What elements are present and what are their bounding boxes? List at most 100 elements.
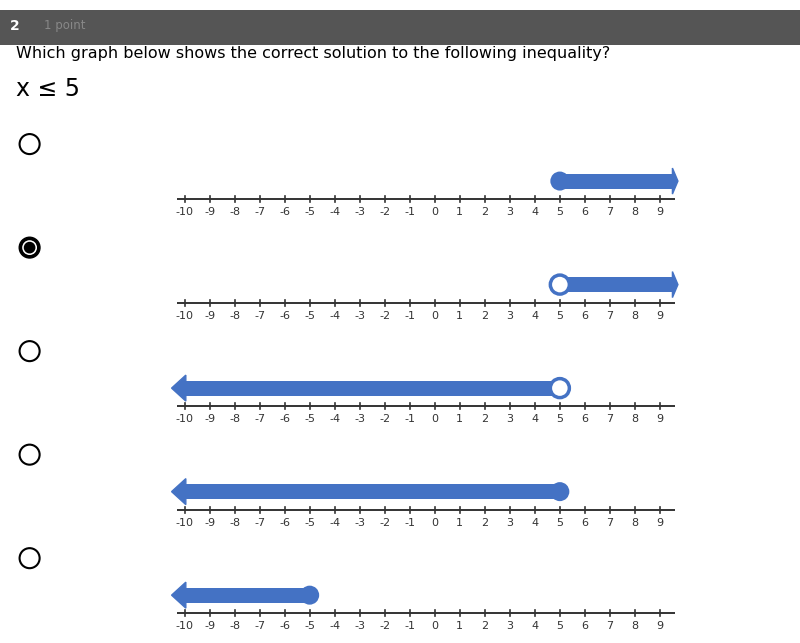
Text: -1: -1	[404, 414, 415, 424]
Text: 1: 1	[456, 518, 463, 528]
Text: -10: -10	[175, 518, 194, 528]
Text: 7: 7	[606, 518, 614, 528]
Text: -1: -1	[404, 518, 415, 528]
Text: 5: 5	[556, 621, 563, 631]
Text: 6: 6	[582, 518, 588, 528]
Text: 8: 8	[631, 414, 638, 424]
Text: -5: -5	[304, 621, 315, 631]
Text: 0: 0	[431, 311, 438, 321]
Text: -10: -10	[175, 621, 194, 631]
Text: -5: -5	[304, 518, 315, 528]
Text: 6: 6	[582, 311, 588, 321]
Bar	[560, 174, 674, 188]
Text: 6: 6	[582, 621, 588, 631]
Text: 8: 8	[631, 518, 638, 528]
Text: 1: 1	[456, 621, 463, 631]
Bar	[560, 277, 674, 292]
Text: 9: 9	[656, 311, 663, 321]
Text: -7: -7	[254, 207, 265, 217]
Polygon shape	[171, 375, 186, 401]
Text: 9: 9	[656, 518, 663, 528]
Circle shape	[19, 237, 40, 258]
Text: 5: 5	[556, 311, 563, 321]
Text: 8: 8	[631, 207, 638, 217]
Text: 7: 7	[606, 621, 614, 631]
Bar	[185, 484, 560, 499]
Text: -2: -2	[379, 207, 390, 217]
Text: 4: 4	[531, 311, 538, 321]
Text: -2: -2	[379, 621, 390, 631]
Circle shape	[19, 445, 40, 465]
Text: 0: 0	[431, 621, 438, 631]
Text: 3: 3	[506, 414, 514, 424]
Text: -10: -10	[175, 207, 194, 217]
Text: -6: -6	[279, 207, 290, 217]
Text: 9: 9	[656, 414, 663, 424]
Text: -5: -5	[304, 414, 315, 424]
Text: Which graph below shows the correct solution to the following inequality?: Which graph below shows the correct solu…	[16, 46, 610, 60]
Text: 4: 4	[531, 207, 538, 217]
Text: 4: 4	[531, 414, 538, 424]
Text: -1: -1	[404, 621, 415, 631]
Text: 2: 2	[482, 207, 488, 217]
Text: 2: 2	[482, 311, 488, 321]
Text: -7: -7	[254, 414, 265, 424]
Text: -2: -2	[379, 518, 390, 528]
Bar	[185, 588, 310, 602]
Circle shape	[550, 482, 570, 501]
Text: -4: -4	[329, 207, 340, 217]
Text: 3: 3	[506, 207, 514, 217]
Text: -9: -9	[204, 207, 215, 217]
Text: 6: 6	[582, 414, 588, 424]
Polygon shape	[673, 168, 678, 194]
Text: -8: -8	[229, 621, 240, 631]
Text: -1: -1	[404, 207, 415, 217]
Text: 8: 8	[631, 621, 638, 631]
Text: x ≤ 5: x ≤ 5	[16, 77, 80, 102]
Text: 1: 1	[456, 207, 463, 217]
Text: -10: -10	[175, 311, 194, 321]
Text: -3: -3	[354, 207, 366, 217]
Polygon shape	[171, 582, 186, 608]
Text: 3: 3	[506, 311, 514, 321]
Text: -9: -9	[204, 414, 215, 424]
Text: -7: -7	[254, 518, 265, 528]
Text: 2: 2	[482, 414, 488, 424]
Text: -1: -1	[404, 311, 415, 321]
Bar	[185, 381, 560, 395]
Polygon shape	[673, 271, 678, 298]
Text: 7: 7	[606, 207, 614, 217]
Text: 9: 9	[656, 621, 663, 631]
Text: 1: 1	[456, 414, 463, 424]
Circle shape	[550, 275, 570, 294]
Circle shape	[25, 242, 34, 253]
Text: -4: -4	[329, 621, 340, 631]
Text: -6: -6	[279, 414, 290, 424]
Text: 7: 7	[606, 414, 614, 424]
Text: 3: 3	[506, 621, 514, 631]
Text: 5: 5	[556, 207, 563, 217]
Text: 4: 4	[531, 518, 538, 528]
Text: -8: -8	[229, 311, 240, 321]
Text: -8: -8	[229, 518, 240, 528]
Text: -2: -2	[379, 311, 390, 321]
Text: -3: -3	[354, 518, 366, 528]
Text: 5: 5	[556, 414, 563, 424]
Text: -7: -7	[254, 621, 265, 631]
Text: -10: -10	[175, 414, 194, 424]
Text: -3: -3	[354, 621, 366, 631]
Text: -4: -4	[329, 518, 340, 528]
Circle shape	[23, 241, 36, 255]
Text: -6: -6	[279, 518, 290, 528]
Text: 0: 0	[431, 414, 438, 424]
Polygon shape	[171, 478, 186, 505]
Text: -8: -8	[229, 207, 240, 217]
Text: -4: -4	[329, 414, 340, 424]
Text: -6: -6	[279, 311, 290, 321]
Text: -9: -9	[204, 621, 215, 631]
Circle shape	[550, 172, 570, 190]
Text: -3: -3	[354, 414, 366, 424]
Text: -8: -8	[229, 414, 240, 424]
Circle shape	[300, 586, 319, 604]
Text: -7: -7	[254, 311, 265, 321]
